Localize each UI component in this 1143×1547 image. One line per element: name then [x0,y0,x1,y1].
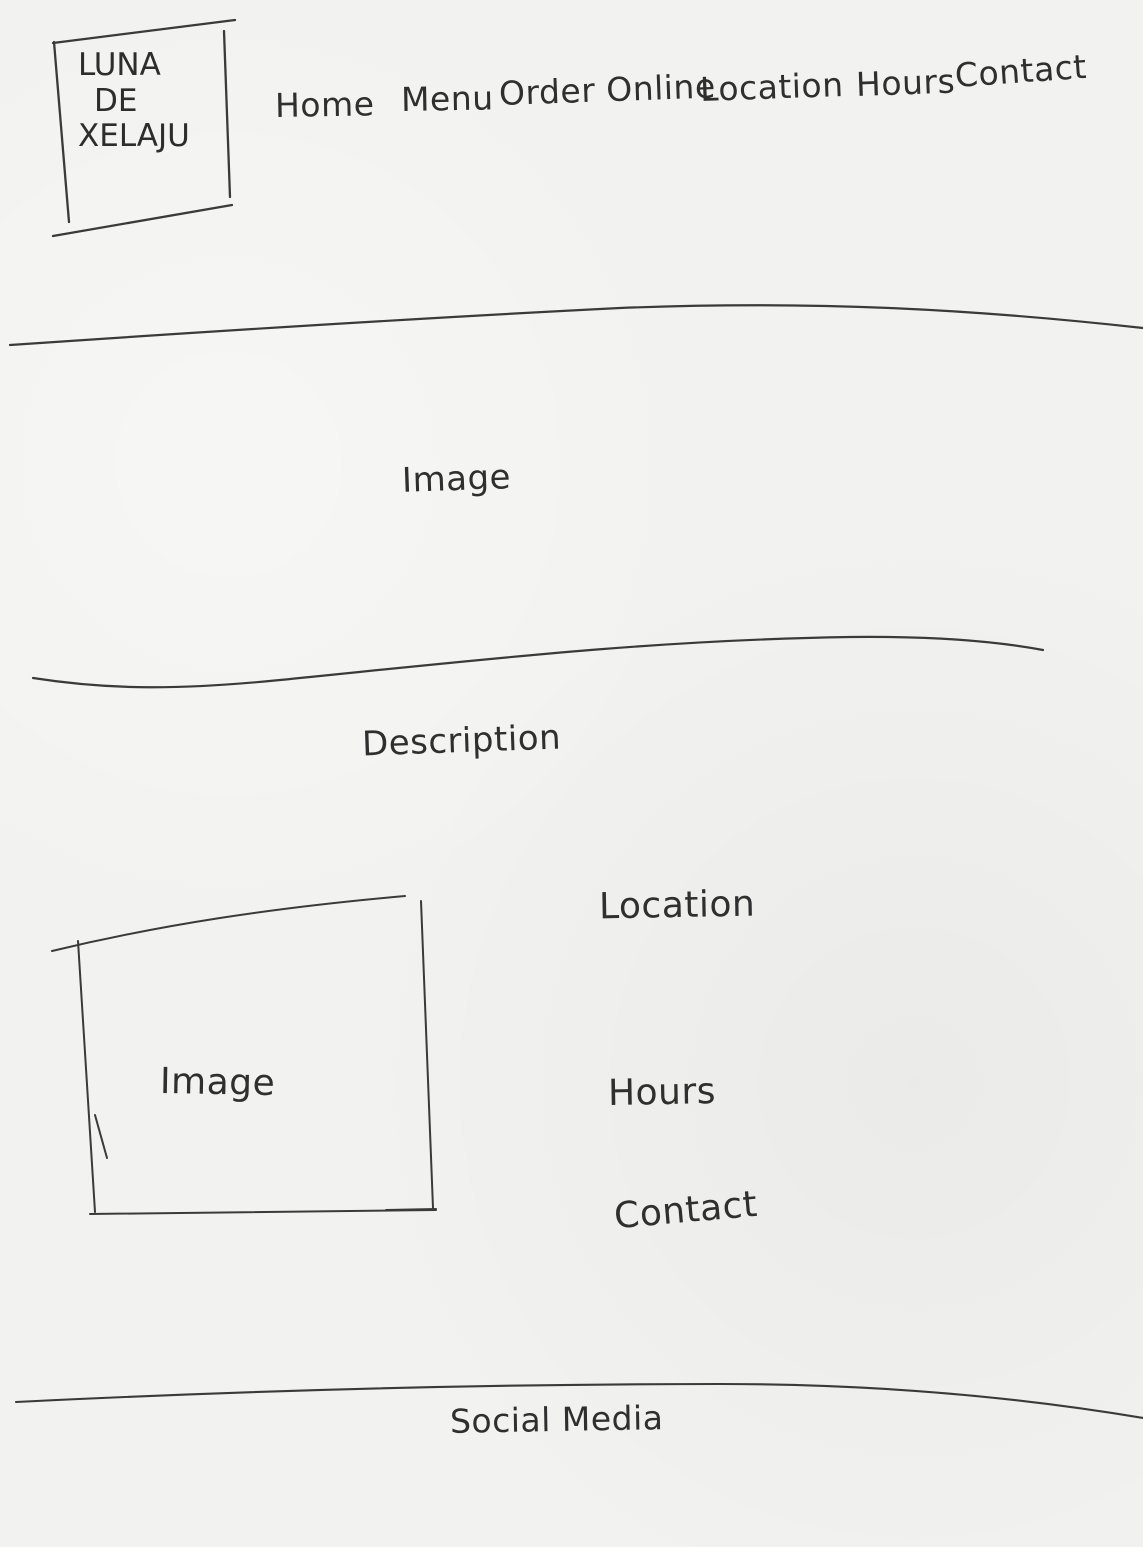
nav-order-online-link[interactable]: Order Online [498,66,717,113]
hero-image-placeholder: Image [401,457,512,501]
hero-bottom-divider [31,635,1045,689]
nav-home-link[interactable]: Home [274,84,375,125]
nav-menu-link[interactable]: Menu [400,78,494,119]
hours-section-label: Hours [607,1071,717,1114]
logo[interactable]: LUNA DE XELAJU [78,47,228,155]
logo-line-xelaju: XELAJU [78,118,190,155]
content-image-placeholder: Image [159,1060,276,1105]
header-divider [8,304,1143,347]
description-placeholder: Description [361,717,562,765]
nav-hours-link[interactable]: Hours [855,61,956,104]
social-media-placeholder: Social Media [449,1398,664,1441]
image-box-outline [51,895,437,1215]
logo-line-de: DE [94,82,138,119]
footer-divider [14,1382,1143,1420]
logo-box-border [51,18,237,238]
location-section-label: Location [598,883,756,928]
logo-line-luna: LUNA [78,47,161,83]
nav-location-link[interactable]: Location [699,65,845,109]
